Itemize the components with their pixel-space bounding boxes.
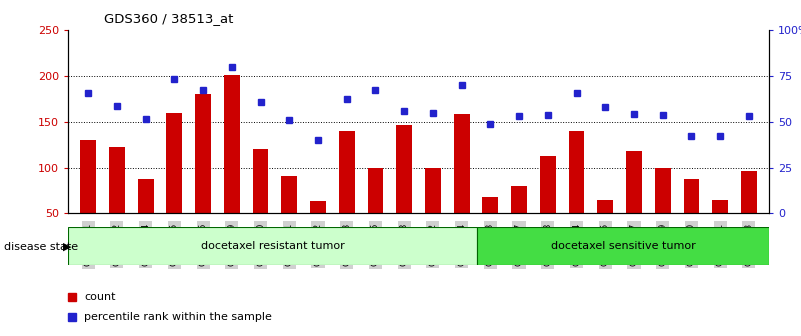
Bar <box>224 75 239 259</box>
Bar <box>683 179 699 259</box>
Bar <box>109 146 125 259</box>
Bar <box>281 176 297 259</box>
Bar <box>310 202 326 259</box>
Bar <box>626 151 642 259</box>
Text: count: count <box>84 292 115 301</box>
Text: disease state: disease state <box>4 242 78 252</box>
Bar <box>425 168 441 259</box>
Text: percentile rank within the sample: percentile rank within the sample <box>84 312 272 322</box>
Bar <box>68 227 477 265</box>
Bar <box>482 197 498 259</box>
Bar <box>654 168 670 259</box>
Bar <box>453 115 469 259</box>
Text: ▶: ▶ <box>62 242 71 252</box>
Bar <box>167 113 183 259</box>
Bar <box>741 171 757 259</box>
Bar <box>252 149 268 259</box>
Bar <box>339 131 355 259</box>
Bar <box>80 140 96 259</box>
Bar <box>396 125 412 259</box>
Bar <box>477 227 769 265</box>
Bar <box>712 200 728 259</box>
Text: GDS360 / 38513_at: GDS360 / 38513_at <box>104 12 234 25</box>
Bar <box>368 168 384 259</box>
Bar <box>138 179 154 259</box>
Bar <box>569 131 585 259</box>
Text: docetaxel sensitive tumor: docetaxel sensitive tumor <box>550 241 695 251</box>
Text: docetaxel resistant tumor: docetaxel resistant tumor <box>200 241 344 251</box>
Bar <box>598 200 613 259</box>
Bar <box>540 156 556 259</box>
Bar <box>511 186 527 259</box>
Bar <box>195 94 211 259</box>
